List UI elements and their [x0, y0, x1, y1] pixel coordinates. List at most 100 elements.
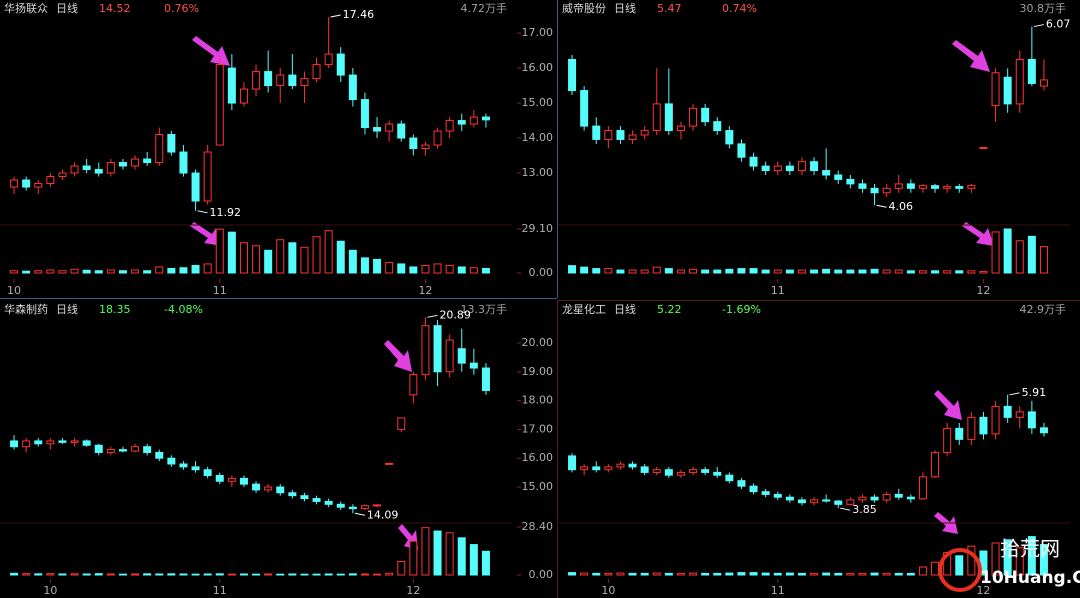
- stock-name: 龙星化工: [562, 302, 606, 316]
- candle-body: [397, 417, 406, 430]
- volume-bar: [203, 573, 212, 576]
- min-label: 14.09: [367, 508, 399, 521]
- candle-body: [373, 504, 382, 507]
- candle-body: [797, 161, 806, 172]
- candle-body: [846, 178, 855, 185]
- volume-bar: [761, 572, 770, 576]
- volume-total: 30.8万手: [1020, 1, 1067, 15]
- candle-body: [191, 466, 200, 471]
- volume-bar: [397, 560, 406, 576]
- candle-body: [725, 474, 734, 482]
- min-label: 4.06: [889, 200, 914, 213]
- min-pointer: [876, 204, 887, 208]
- volume-bar: [616, 572, 625, 576]
- volume-bar: [846, 572, 855, 576]
- candle-body: [834, 500, 843, 505]
- candle-body: [239, 477, 248, 485]
- candle-body: [300, 495, 309, 500]
- volume-bar: [906, 572, 915, 576]
- candle-body: [46, 176, 55, 185]
- volume-bar: [348, 249, 357, 274]
- candle-body: [433, 325, 442, 373]
- volume-bar: [252, 245, 261, 274]
- volume-bar: [421, 264, 430, 274]
- volume-bar: [385, 261, 394, 274]
- volume-bar: [167, 267, 176, 274]
- candle-body: [713, 471, 722, 476]
- volume-bar: [967, 545, 976, 576]
- candle-body: [131, 446, 140, 452]
- candle-body: [834, 174, 843, 180]
- candle-body: [701, 107, 710, 123]
- arrow: [190, 222, 222, 246]
- volume-bar: [324, 230, 333, 274]
- watermark-logo: [938, 548, 982, 592]
- volume-bar: [628, 269, 637, 274]
- volume-bar: [834, 269, 843, 274]
- volume-bar: [810, 269, 819, 274]
- candle-body: [445, 339, 454, 373]
- candle-body: [955, 427, 964, 440]
- candle-body: [155, 451, 164, 459]
- min-label: 3.85: [852, 503, 877, 516]
- candle-body: [191, 172, 200, 202]
- candle-body: [701, 469, 710, 473]
- candle-body: [215, 64, 224, 146]
- candle-body: [664, 469, 673, 476]
- candle-body: [215, 475, 224, 482]
- candle-body: [336, 53, 345, 76]
- volume-total: 13.3万手: [461, 302, 508, 316]
- volume-bar: [604, 268, 613, 274]
- volume-bar: [676, 572, 685, 576]
- min-label: 11.92: [210, 206, 242, 219]
- candle-body: [822, 170, 831, 176]
- volume-bar: [58, 270, 67, 274]
- y-tick-label: 18.00: [522, 394, 554, 407]
- x-tick-label: 12: [976, 584, 990, 597]
- candle-body: [457, 348, 466, 364]
- volume-bar: [1039, 544, 1048, 576]
- volume-bar: [469, 267, 478, 274]
- volume-bar: [373, 573, 382, 576]
- candle-body: [652, 103, 661, 132]
- volume-bar: [288, 242, 297, 274]
- volume-bar: [1039, 246, 1048, 274]
- candle-body: [918, 185, 927, 189]
- volume-bar: [457, 537, 466, 576]
- volume-bar: [239, 573, 248, 576]
- max-label: 20.89: [439, 308, 471, 321]
- candle-body: [34, 440, 43, 445]
- volume-bar: [167, 573, 176, 576]
- candle-body: [203, 151, 212, 202]
- volume-bar: [797, 269, 806, 274]
- candle-body: [931, 452, 940, 478]
- volume-bar: [846, 269, 855, 274]
- candle-body: [882, 493, 891, 501]
- candle-body: [979, 416, 988, 435]
- volume-bar: [300, 573, 309, 576]
- volume-bar: [58, 573, 67, 576]
- volume-bar: [288, 573, 297, 576]
- y-tick-label: 19.00: [522, 365, 554, 378]
- volume-bar: [94, 270, 103, 274]
- arrow: [962, 222, 994, 246]
- volume-bar: [725, 268, 734, 274]
- watermark-url: 10Huang.CN: [980, 568, 1080, 588]
- volume-bar: [179, 573, 188, 576]
- candle-body: [991, 405, 1000, 435]
- candle-body: [82, 440, 91, 446]
- volume-bar: [822, 572, 831, 576]
- candle-body: [1003, 76, 1012, 105]
- y-tick-label: 16.00: [522, 61, 554, 74]
- volume-bar: [580, 266, 589, 274]
- vol-tick-label: 28.40: [522, 520, 554, 533]
- volume-bar: [82, 573, 91, 576]
- candle-body: [870, 187, 879, 194]
- candle-body: [360, 99, 369, 129]
- period: 日线: [614, 1, 636, 15]
- candle-body: [34, 183, 43, 188]
- candle-body: [931, 185, 940, 189]
- volume-bar: [360, 257, 369, 274]
- volume-bar: [870, 572, 879, 576]
- price: 18.35: [99, 303, 131, 316]
